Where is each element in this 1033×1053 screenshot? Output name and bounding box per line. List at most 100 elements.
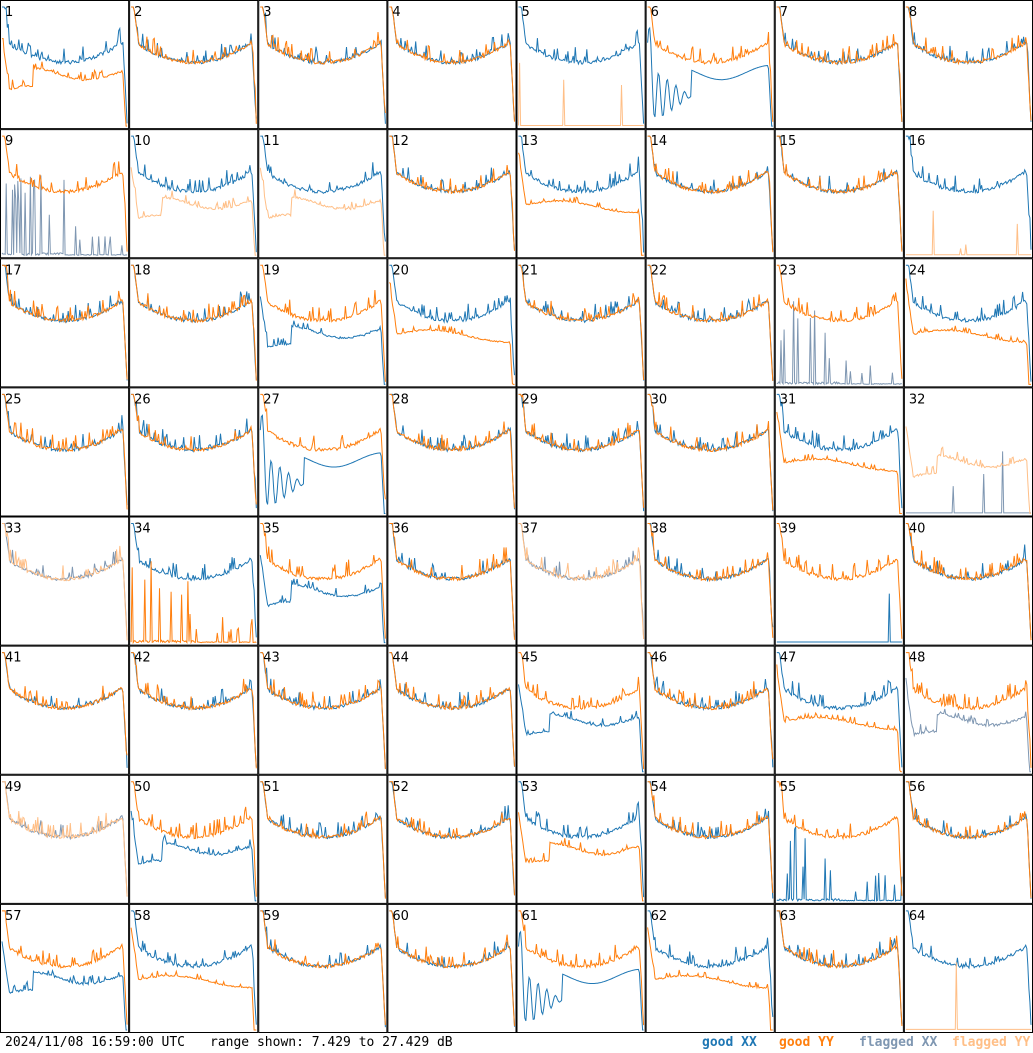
panel-frame bbox=[774, 903, 904, 1033]
series-good-yy bbox=[260, 264, 386, 382]
panel-frame bbox=[645, 129, 775, 259]
series-good-yy bbox=[647, 393, 774, 511]
panel-label: 12 bbox=[392, 134, 409, 149]
series-flagged-xx bbox=[776, 301, 902, 386]
panel-label: 28 bbox=[392, 392, 409, 407]
panel-label: 21 bbox=[522, 263, 539, 278]
series-good-yy bbox=[260, 393, 386, 500]
series-good-xx bbox=[776, 826, 903, 902]
panel-label: 15 bbox=[780, 134, 797, 149]
series-good-yy bbox=[776, 135, 903, 252]
range-label: range shown: 7.429 to 27.429 dB bbox=[210, 1035, 453, 1050]
series-good-xx bbox=[776, 393, 903, 509]
panel-label: 64 bbox=[909, 909, 926, 924]
series-good-yy bbox=[647, 135, 774, 253]
panel-label: 55 bbox=[780, 780, 797, 795]
series-good-yy bbox=[389, 282, 515, 385]
panel-frame bbox=[258, 258, 388, 388]
panel-33: 33 bbox=[0, 516, 130, 646]
panel-label: 24 bbox=[909, 263, 926, 278]
panel-15: 15 bbox=[774, 129, 904, 259]
series-good-xx bbox=[518, 6, 645, 124]
panel-label: 45 bbox=[522, 651, 539, 666]
series-good-xx bbox=[518, 393, 645, 512]
panel-frame bbox=[129, 903, 259, 1033]
panel-label: 22 bbox=[651, 263, 668, 278]
panel-label: 40 bbox=[909, 522, 926, 537]
panel-label: 20 bbox=[392, 263, 409, 278]
panel-63: 63 bbox=[774, 903, 904, 1033]
panel-frame bbox=[0, 0, 130, 130]
panel-frame bbox=[903, 903, 1033, 1033]
series-good-yy bbox=[131, 781, 257, 897]
series-good-yy bbox=[260, 523, 386, 639]
series-good-xx bbox=[260, 135, 386, 242]
series-good-xx bbox=[259, 296, 386, 385]
panel-label: 48 bbox=[909, 651, 926, 666]
series-good-yy bbox=[389, 523, 515, 640]
panel-label: 29 bbox=[522, 392, 539, 407]
panel-41: 41 bbox=[0, 645, 130, 775]
panel-31: 31 bbox=[774, 387, 904, 517]
series-good-xx bbox=[905, 264, 1032, 382]
panel-frame bbox=[774, 129, 904, 259]
series-good-yy bbox=[905, 6, 1032, 121]
series-good-yy bbox=[2, 264, 128, 380]
panel-frame bbox=[645, 774, 775, 904]
series-good-yy bbox=[2, 652, 128, 756]
panel-60: 60 bbox=[387, 903, 517, 1033]
panel-frame bbox=[516, 129, 646, 259]
series-good-xx bbox=[2, 6, 128, 124]
panel-23: 23 bbox=[774, 258, 904, 388]
series-good-xx bbox=[259, 555, 386, 644]
series-flagged-xx bbox=[2, 523, 128, 640]
series-good-yy bbox=[131, 652, 257, 769]
series-good-yy bbox=[647, 264, 774, 381]
series-flagged-yy bbox=[518, 523, 645, 640]
panel-39: 39 bbox=[774, 516, 904, 646]
panel-frame bbox=[258, 129, 388, 259]
panel-26: 26 bbox=[129, 387, 259, 517]
panel-label: 41 bbox=[5, 651, 22, 666]
series-good-yy bbox=[389, 135, 515, 251]
panel-label: 2 bbox=[134, 5, 142, 20]
panel-label: 34 bbox=[134, 522, 151, 537]
panel-label: 46 bbox=[651, 651, 668, 666]
panel-59: 59 bbox=[258, 903, 388, 1033]
footer-bar: 2024/11/08 16:59:00 UTC range shown: 7.4… bbox=[0, 1033, 1033, 1053]
panel-40: 40 bbox=[903, 516, 1033, 646]
panel-frame bbox=[516, 516, 646, 646]
panel-35: 35 bbox=[258, 516, 388, 646]
panel-frame bbox=[903, 129, 1033, 259]
panel-label: 30 bbox=[651, 392, 668, 407]
panel-label: 63 bbox=[780, 909, 797, 924]
panel-42: 42 bbox=[129, 645, 259, 775]
panel-label: 19 bbox=[263, 263, 280, 278]
panel-2: 2 bbox=[129, 0, 259, 130]
panel-36: 36 bbox=[387, 516, 517, 646]
series-good-xx bbox=[259, 414, 386, 514]
panel-34: 34 bbox=[129, 516, 259, 646]
series-good-yy bbox=[518, 393, 645, 508]
series-good-yy bbox=[518, 812, 644, 902]
panel-51: 51 bbox=[258, 774, 388, 904]
panel-label: 35 bbox=[263, 522, 280, 537]
panel-label: 32 bbox=[909, 392, 926, 407]
series-good-yy bbox=[647, 652, 774, 760]
panel-frame bbox=[258, 0, 388, 130]
panel-frame bbox=[903, 0, 1033, 130]
series-flagged-yy bbox=[905, 210, 1031, 256]
panel-frame bbox=[0, 903, 130, 1033]
panel-16: 16 bbox=[903, 129, 1033, 259]
panel-frame bbox=[516, 258, 646, 388]
series-good-yy bbox=[130, 561, 257, 645]
series-good-yy bbox=[905, 278, 1031, 385]
panel-frame bbox=[0, 645, 130, 775]
series-good-yy bbox=[131, 264, 257, 381]
series-good-yy bbox=[260, 652, 386, 770]
panel-label: 27 bbox=[263, 392, 280, 407]
panel-frame bbox=[903, 387, 1033, 517]
panel-label: 17 bbox=[5, 263, 22, 278]
panel-label: 62 bbox=[651, 909, 668, 924]
